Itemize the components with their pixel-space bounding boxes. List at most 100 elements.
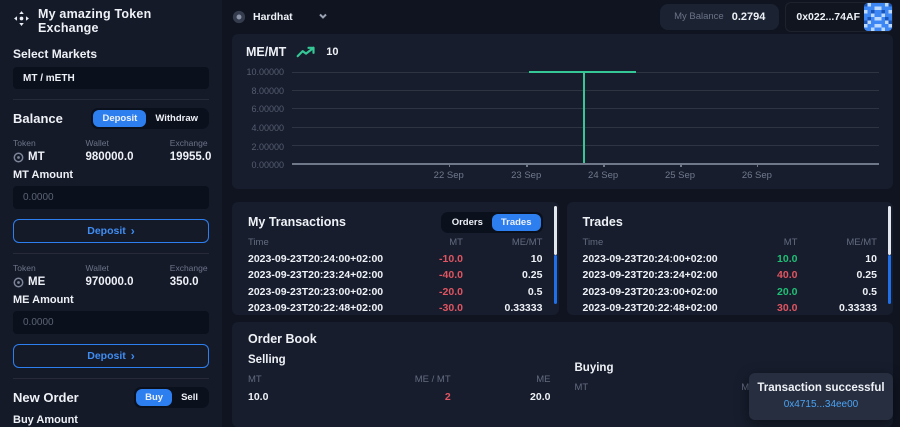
app-logo-icon [13, 10, 30, 32]
me-deposit-button[interactable]: Deposit › [13, 344, 209, 368]
wallet-address: 0x022...74AF [796, 10, 860, 23]
chart-plot-area: 10.00000 8.00000 6.00000 4.00000 2.00000… [232, 59, 893, 190]
y-tick: 8.00000 [251, 85, 284, 96]
my-transactions-panel: My Transactions Orders Trades Time MT ME… [232, 202, 559, 316]
buy-tab[interactable]: Buy [136, 389, 173, 406]
transaction-hash-link[interactable]: 0x4715...34ee00 [783, 399, 859, 410]
my-balance-value: 0.2794 [731, 10, 766, 23]
table-row: 2023-09-23T20:22:48+02:00 -30.0 0.33333 [248, 302, 543, 315]
network-name: Hardhat [253, 10, 293, 23]
app-title: My amazing Token Exchange [38, 7, 152, 35]
withdraw-tab[interactable]: Withdraw [146, 110, 207, 127]
y-tick: 4.00000 [251, 122, 284, 133]
me-token-row: Token ME Wallet 970000.0 Exchange 350.0 [13, 263, 209, 288]
me-symbol: ME [28, 276, 46, 288]
divider [13, 253, 209, 254]
selling-heading: Selling [248, 354, 286, 367]
brand: My amazing Token Exchange [13, 7, 209, 35]
x-tickmark [526, 163, 528, 168]
me-coin-icon [13, 277, 24, 288]
trades-tab[interactable]: Trades [491, 213, 541, 231]
me-wallet-balance: 970000.0 [85, 276, 134, 288]
me-amount-label: ME Amount [13, 294, 74, 306]
gridline [292, 145, 879, 147]
market-selected-value: MT / mETH [23, 72, 75, 84]
divider [13, 378, 209, 379]
table-header: MT ME / MT ME [248, 374, 551, 386]
trades-title: Trades [582, 215, 623, 230]
x-tickmark [448, 163, 451, 168]
token-label: Token [13, 138, 36, 148]
me-exchange-balance: 350.0 [169, 276, 199, 288]
trades-panel: Trades Time MT ME/MT 2023-09-23T20:24:00… [566, 202, 893, 316]
y-tick: 0.00000 [251, 160, 284, 171]
mt-deposit-button[interactable]: Deposit › [13, 219, 209, 243]
order-book-selling: Selling MT ME / MT ME 10.0 2 20.0 [248, 346, 551, 403]
orders-trades-toggle: Orders Trades [440, 211, 543, 233]
table-row: 2023-09-23T20:24:00+02:00 -10.0 10 [248, 252, 543, 265]
chart-y-axis: 10.00000 8.00000 6.00000 4.00000 2.00000… [232, 67, 292, 171]
price-series-line [529, 70, 636, 73]
y-tick: 10.00000 [246, 66, 284, 77]
my-transactions-title: My Transactions [248, 215, 346, 230]
new-order-header-row: New Order Buy Sell [13, 387, 209, 408]
my-balance-label: My Balance [674, 11, 724, 23]
mt-symbol: MT [28, 151, 45, 163]
select-markets-label: Select Markets [13, 47, 98, 61]
mt-token-row: Token MT Wallet 980000.0 Exchange 19955.… [13, 138, 211, 163]
x-tickmark [680, 163, 682, 168]
table-row: 2023-09-23T20:24:00+02:00 10.0 10 [582, 252, 877, 265]
x-tickmark [603, 163, 605, 168]
sell-tab[interactable]: Sell [172, 389, 207, 406]
token-label: Token [13, 263, 36, 273]
table-row: 2023-09-23T20:23:00+02:00 -20.0 0.5 [248, 285, 543, 298]
exchange-label: Exchange [169, 263, 208, 273]
network-selector[interactable]: Hardhat [232, 8, 328, 26]
chart-current-price: 10 [326, 45, 339, 58]
gridline [292, 126, 879, 128]
market-select[interactable]: MT / mETH [13, 67, 209, 89]
x-tick-label: 23 Sep [511, 170, 542, 182]
chart-pair-label: ME/MT [246, 44, 287, 59]
orders-tab[interactable]: Orders [443, 214, 492, 231]
balance-header-row: Balance Deposit Withdraw [13, 108, 209, 129]
wallet-label: Wallet [85, 138, 109, 148]
y-tick: 2.00000 [251, 141, 284, 152]
gridline [292, 108, 879, 110]
deposit-tab[interactable]: Deposit [93, 110, 147, 127]
mt-amount-input[interactable] [13, 186, 209, 209]
chevron-down-icon [318, 8, 328, 26]
trades-scrollbar[interactable] [888, 206, 891, 311]
my-balance-pill: My Balance 0.2794 [660, 3, 780, 30]
tables-row: My Transactions Orders Trades Time MT ME… [232, 202, 893, 316]
chevron-right-icon: › [130, 224, 135, 238]
wallet-address-chip[interactable]: 0x022...74AF [785, 1, 893, 32]
chart-header: ME/MT 10 [232, 34, 893, 59]
table-row: 10.0 2 20.0 [248, 391, 551, 404]
transaction-toast: Transaction successful 0x4715...34ee00 [749, 373, 893, 420]
table-row: 2023-09-23T20:23:24+02:00 -40.0 0.25 [248, 269, 543, 282]
x-tick-label: 25 Sep [664, 170, 696, 182]
mt-wallet-balance: 980000.0 [85, 151, 134, 163]
main-content: Hardhat My Balance 0.2794 0x022...74AF [222, 0, 900, 427]
table-header: Time MT ME/MT [248, 237, 543, 249]
deposit-withdraw-toggle: Deposit Withdraw [91, 108, 209, 129]
buy-amount-label: Buy Amount [13, 414, 78, 426]
x-tick-label: 22 Sep [433, 170, 464, 182]
mt-coin-icon [13, 152, 24, 163]
new-order-heading: New Order [13, 390, 79, 405]
wallet-avatar [864, 2, 892, 31]
transactions-scrollbar[interactable] [553, 206, 557, 311]
sidebar: My amazing Token Exchange Select Markets… [0, 0, 222, 427]
exchange-label: Exchange [169, 138, 208, 148]
price-series-spike [583, 71, 586, 164]
mt-amount-label: MT Amount [13, 169, 74, 181]
x-tick-label: 24 Sep [588, 170, 619, 182]
divider [13, 99, 209, 100]
chart-plot: 22 Sep 23 Sep 24 Sep 25 Sep 26 Sep [292, 70, 879, 181]
x-tickmark [756, 163, 759, 168]
topbar: Hardhat My Balance 0.2794 0x022...74AF [232, 0, 893, 34]
me-amount-input[interactable] [13, 311, 209, 334]
buy-sell-toggle: Buy Sell [134, 387, 209, 408]
